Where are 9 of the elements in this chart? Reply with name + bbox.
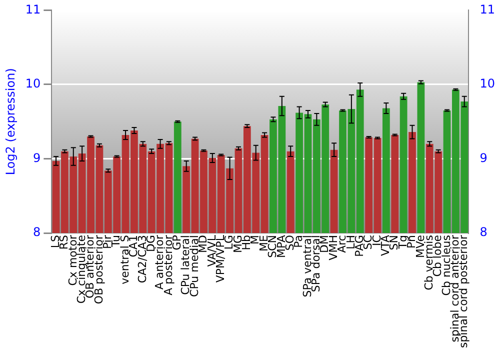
y-tick-label: 10 [25, 76, 41, 91]
y-tick-label: 8 [33, 225, 41, 240]
y-tick-label: 11 [25, 2, 41, 16]
y2-tick-label: 9 [480, 150, 488, 165]
y2-tick-label: 11 [480, 2, 496, 16]
y-tick-label: 9 [33, 150, 41, 165]
y-axis-title: Log2 (expression) [3, 68, 18, 176]
y2-tick-label: 8 [480, 225, 488, 240]
y2-tick-label: 10 [480, 76, 496, 91]
